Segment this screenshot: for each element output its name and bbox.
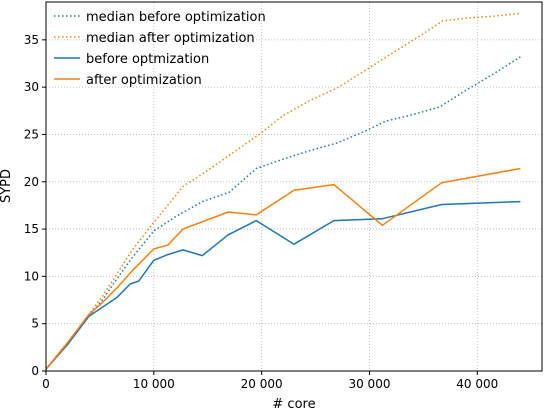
x-tick-label: 10 000 [133, 377, 175, 391]
plot-frame [45, 1, 543, 372]
y-axis-label: SYPD [0, 169, 14, 203]
y-tick-label: 10 [24, 269, 39, 283]
y-tick-label: 0 [31, 364, 39, 378]
series-line-1 [45, 56, 521, 370]
series-line-3 [45, 200, 521, 370]
legend-label-4: after optimization [86, 73, 202, 88]
legend-label-3: before optmization [86, 52, 209, 67]
x-tick-label: 0 [42, 377, 50, 391]
legend-label-2: median after optimization [86, 31, 255, 46]
y-tick-label: 5 [31, 317, 39, 331]
y-tick-label: 15 [24, 222, 39, 236]
series-line-4 [45, 167, 521, 370]
x-tick-label: 40 000 [456, 377, 498, 391]
legend-label-1: median before optimization [86, 10, 266, 25]
y-tick-label: 20 [24, 175, 39, 189]
series-group [45, 12, 521, 370]
y-tick-label: 30 [24, 80, 39, 94]
plot-area [46, 2, 542, 371]
axis-ticks: 0 10 000 20 000 30 000 40 000 0 5 10 15 20 25 30 35 [24, 33, 499, 391]
x-axis-label: # core [272, 397, 315, 410]
y-tick-label: 35 [24, 33, 39, 47]
legend: median before optimization median after o… [54, 10, 266, 88]
y-tick-label: 25 [24, 127, 39, 141]
x-tick-label: 30 000 [348, 377, 390, 391]
x-tick-label: 20 000 [241, 377, 283, 391]
